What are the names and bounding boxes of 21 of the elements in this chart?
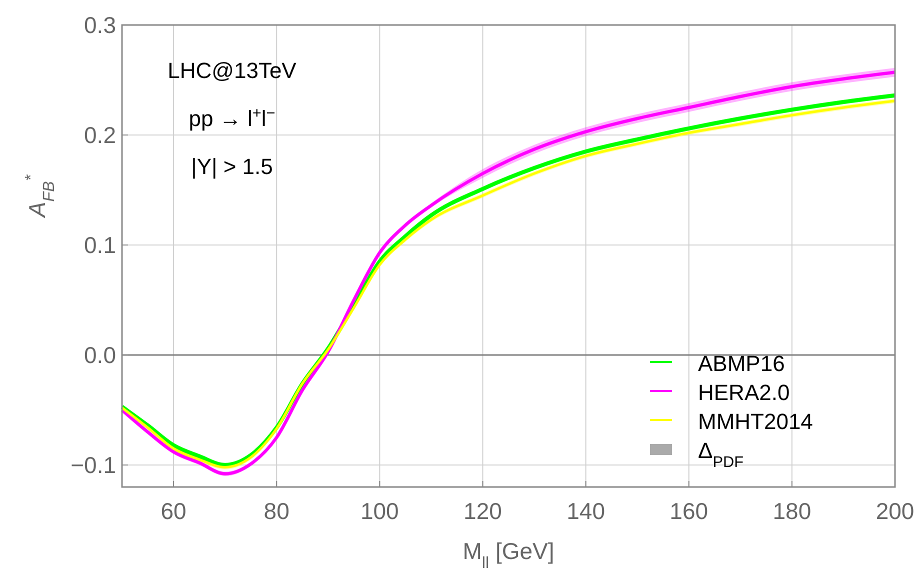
legend-label: ABMP16 [698,351,785,376]
y-tick-label: 0.2 [84,122,116,148]
x-tick-label: 160 [670,498,708,524]
x-axis-title: M$_{ll}$ [GeV] [462,538,554,569]
legend-label: MMHT2014 [698,409,813,434]
y-tick-label: 0.0 [84,342,116,368]
annotation: pp → l$^{+}$l$^{−}$ [188,104,276,131]
x-tick-label: 180 [772,498,812,524]
x-tick-label: 140 [566,498,605,524]
x-tick-label: 200 [876,498,914,524]
y-tick-label: 0.3 [84,12,116,38]
x-tick-label: 80 [264,498,290,524]
x-tick-label: 120 [464,498,502,524]
y-tick-label: −0.1 [70,452,116,478]
x-tick-label: 100 [360,498,399,524]
x-tick-label: 60 [160,498,186,524]
y-tick-label: 0.1 [84,232,116,258]
annotation: Δ$_{PDF}$ [698,438,744,470]
annotation: LHC@13TeV [168,58,297,83]
annotation: |Y| > 1.5 [191,154,273,179]
legend-label: HERA2.0 [698,380,790,405]
